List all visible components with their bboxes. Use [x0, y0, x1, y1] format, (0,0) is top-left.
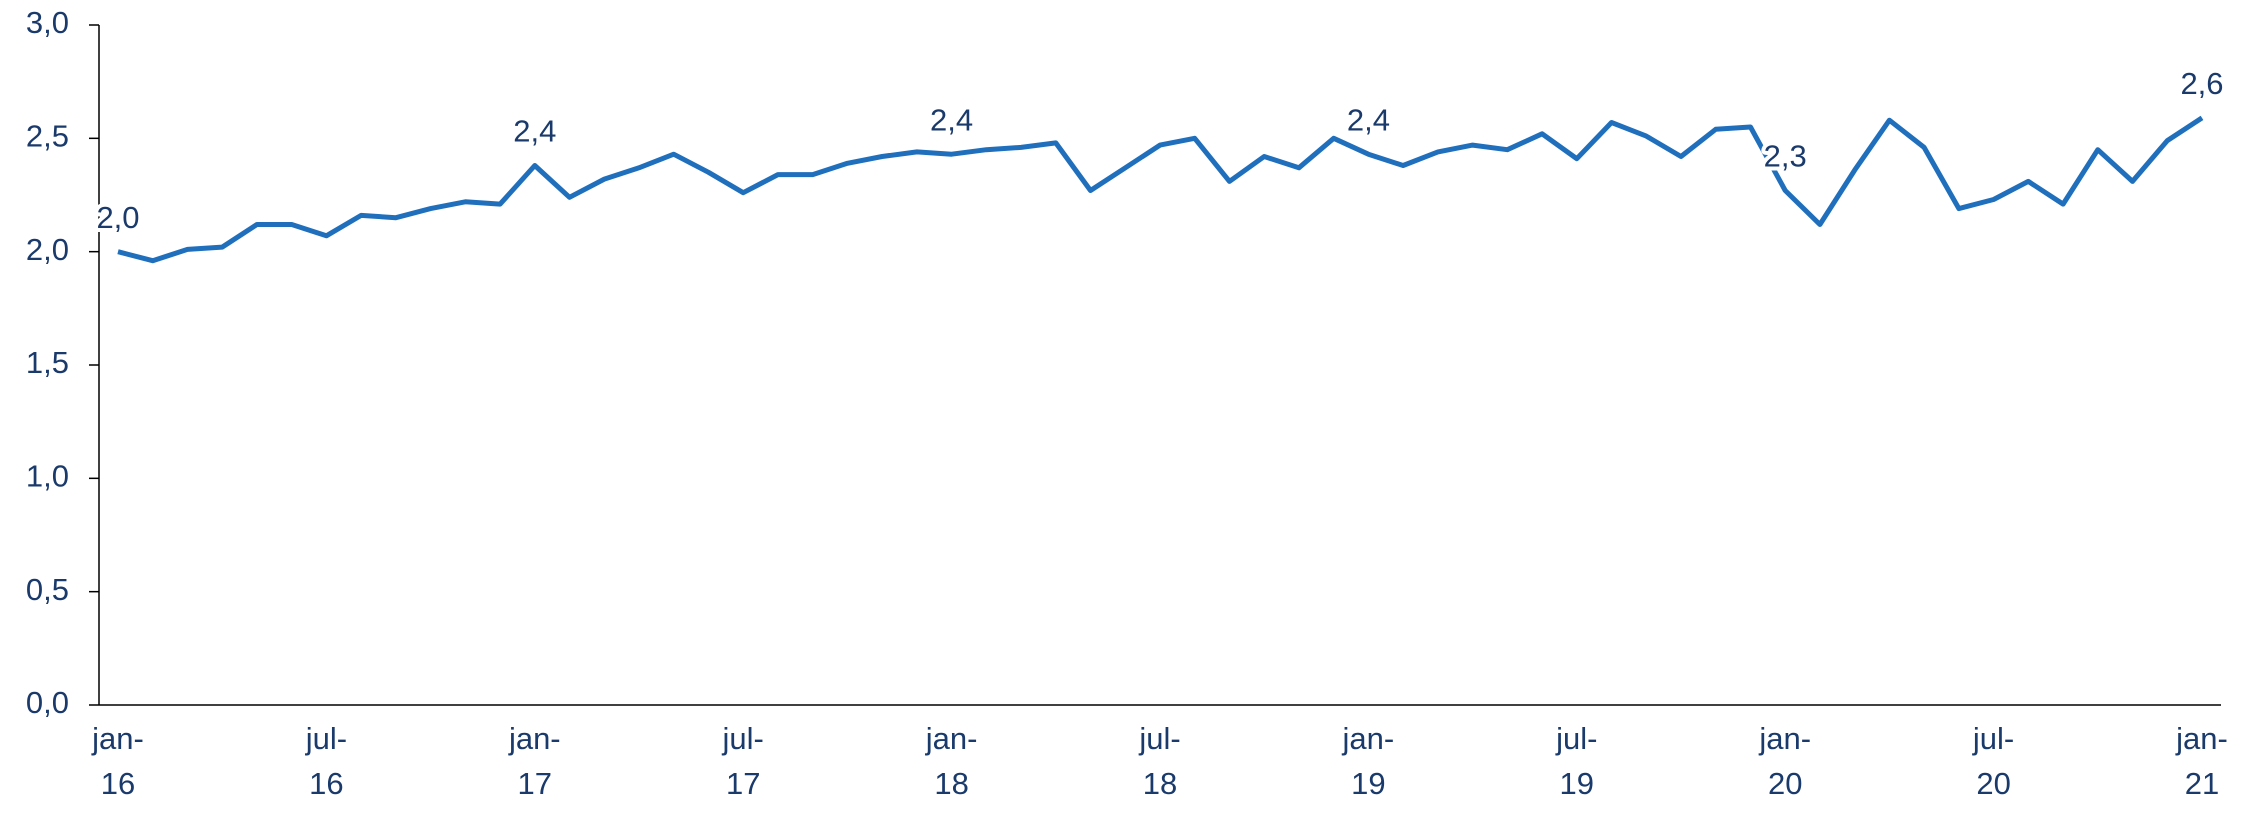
- x-tick-label: jan-17: [508, 721, 561, 801]
- x-tick-label: jul-19: [1555, 721, 1597, 801]
- x-tick-label: jan-20: [1758, 721, 1811, 801]
- value-label: 2,3: [1764, 139, 1807, 174]
- value-label: 2,4: [930, 102, 973, 137]
- line-series: [117, 115, 2204, 264]
- y-tick-label: 1,0: [26, 459, 69, 494]
- y-tick-label: 2,5: [26, 119, 69, 154]
- x-tick-label: jul-16: [305, 721, 347, 801]
- x-tick-label: jan-16: [91, 721, 144, 801]
- value-label: 2,4: [513, 114, 556, 149]
- x-tick-label: jan-18: [925, 721, 978, 801]
- y-tick-label: 1,5: [26, 345, 69, 380]
- y-tick-label: 2,0: [26, 232, 69, 267]
- y-tick-label: 0,0: [26, 685, 69, 720]
- value-label: 2,4: [1347, 102, 1390, 137]
- y-tick-label: 3,0: [26, 5, 69, 40]
- x-tick-label: jan-19: [1342, 721, 1395, 801]
- x-tick-label: jul-17: [722, 721, 764, 801]
- value-label: 2,6: [2180, 66, 2223, 101]
- y-tick-label: 0,5: [26, 572, 69, 607]
- value-label: 2,0: [96, 200, 139, 235]
- x-tick-label: jul-20: [1972, 721, 2014, 801]
- x-tick-label: jul-18: [1138, 721, 1180, 801]
- x-tick-label: jan-21: [2175, 721, 2228, 801]
